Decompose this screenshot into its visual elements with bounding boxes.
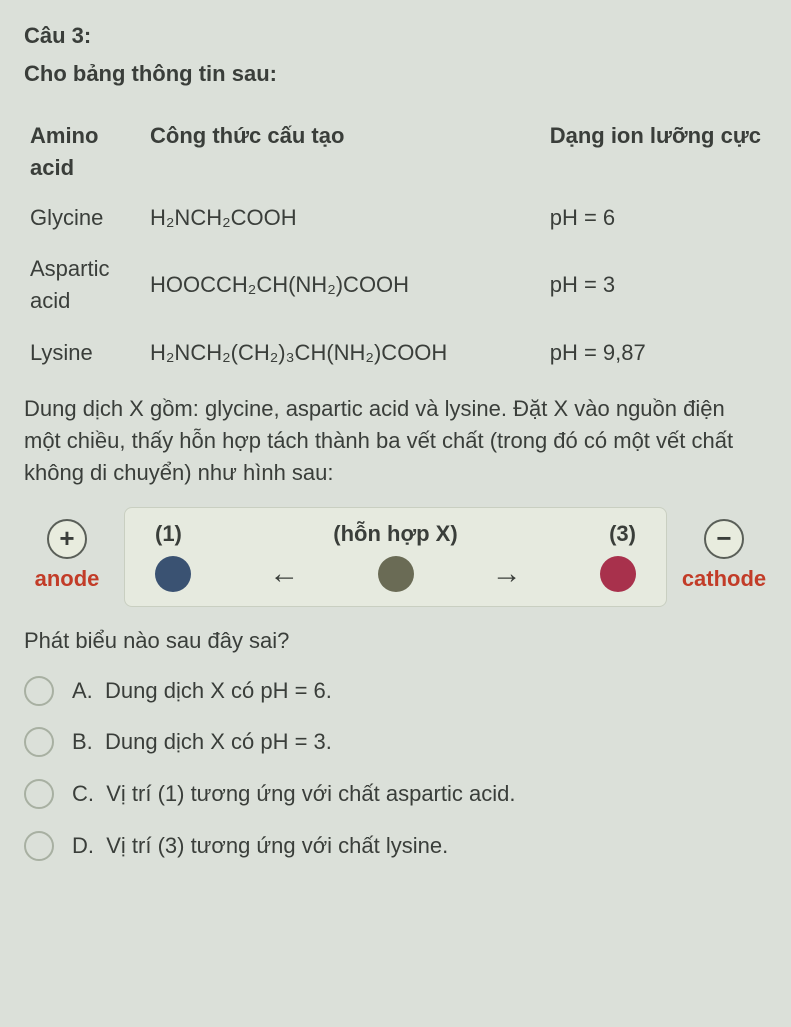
anode-label: anode <box>35 563 100 595</box>
dot-center <box>378 556 414 592</box>
cell-ph: pH = 9,87 <box>544 327 767 379</box>
cell-ph: pH = 6 <box>544 192 767 244</box>
radio-c[interactable] <box>24 779 54 809</box>
radio-a[interactable] <box>24 676 54 706</box>
option-body: Vị trí (3) tương ứng với chất lysine. <box>106 833 448 858</box>
table-header-amino: Amino acid <box>24 112 144 192</box>
option-letter: D. <box>72 833 94 858</box>
cathode-column: − cathode <box>681 519 767 595</box>
pos1-label: (1) <box>155 518 182 550</box>
pos3-label: (3) <box>609 518 636 550</box>
dot-3 <box>600 556 636 592</box>
info-table: Amino acid Công thức cấu tạo Dạng ion lư… <box>24 112 767 379</box>
table-row: Lysine H₂NCH₂(CH₂)₃CH(NH₂)COOH pH = 9,87 <box>24 327 767 379</box>
table-row: Glycine H₂NCH₂COOH pH = 6 <box>24 192 767 244</box>
arrow-right-icon: → <box>492 559 522 589</box>
option-d[interactable]: D. Vị trí (3) tương ứng với chất lysine. <box>24 830 767 862</box>
option-text: B. Dung dịch X có pH = 3. <box>72 726 332 758</box>
table-header-formula: Công thức cấu tạo <box>144 112 544 192</box>
option-text: A. Dung dịch X có pH = 6. <box>72 675 332 707</box>
dot-1 <box>155 556 191 592</box>
option-letter: C. <box>72 781 94 806</box>
anode-column: + anode <box>24 519 110 595</box>
radio-b[interactable] <box>24 727 54 757</box>
cell-name: Aspartic acid <box>24 243 144 327</box>
question-body: Dung dịch X gồm: glycine, aspartic acid … <box>24 393 767 489</box>
question-prompt: Phát biểu nào sau đây sai? <box>24 625 767 657</box>
option-b[interactable]: B. Dung dịch X có pH = 3. <box>24 726 767 758</box>
cell-name: Glycine <box>24 192 144 244</box>
option-body: Vị trí (1) tương ứng với chất aspartic a… <box>106 781 515 806</box>
cell-name: Lysine <box>24 327 144 379</box>
cell-formula: HOOCCH₂CH(NH₂)COOH <box>144 243 544 327</box>
answer-options: A. Dung dịch X có pH = 6. B. Dung dịch X… <box>24 675 767 863</box>
question-subtitle: Cho bảng thông tin sau: <box>24 58 767 90</box>
plus-icon: + <box>47 519 87 559</box>
cathode-label: cathode <box>682 563 766 595</box>
question-number: Câu 3: <box>24 20 767 52</box>
option-body: Dung dịch X có pH = 3. <box>105 729 332 754</box>
option-letter: B. <box>72 729 93 754</box>
table-row: Aspartic acid HOOCCH₂CH(NH₂)COOH pH = 3 <box>24 243 767 327</box>
cell-formula: H₂NCH₂COOH <box>144 192 544 244</box>
option-body: Dung dịch X có pH = 6. <box>105 678 332 703</box>
electrophoresis-diagram: + anode (1) (hỗn hợp X) (3) ← → − cathod… <box>24 507 767 607</box>
cell-formula: H₂NCH₂(CH₂)₃CH(NH₂)COOH <box>144 327 544 379</box>
minus-icon: − <box>704 519 744 559</box>
center-label: (hỗn hợp X) <box>333 518 457 550</box>
cell-ph: pH = 3 <box>544 243 767 327</box>
option-a[interactable]: A. Dung dịch X có pH = 6. <box>24 675 767 707</box>
arrow-left-icon: ← <box>269 559 299 589</box>
option-text: D. Vị trí (3) tương ứng với chất lysine. <box>72 830 448 862</box>
option-text: C. Vị trí (1) tương ứng với chất asparti… <box>72 778 515 810</box>
radio-d[interactable] <box>24 831 54 861</box>
option-c[interactable]: C. Vị trí (1) tương ứng với chất asparti… <box>24 778 767 810</box>
diagram-panel: (1) (hỗn hợp X) (3) ← → <box>124 507 667 607</box>
option-letter: A. <box>72 678 93 703</box>
table-header-ph: Dạng ion lưỡng cực <box>544 112 767 192</box>
